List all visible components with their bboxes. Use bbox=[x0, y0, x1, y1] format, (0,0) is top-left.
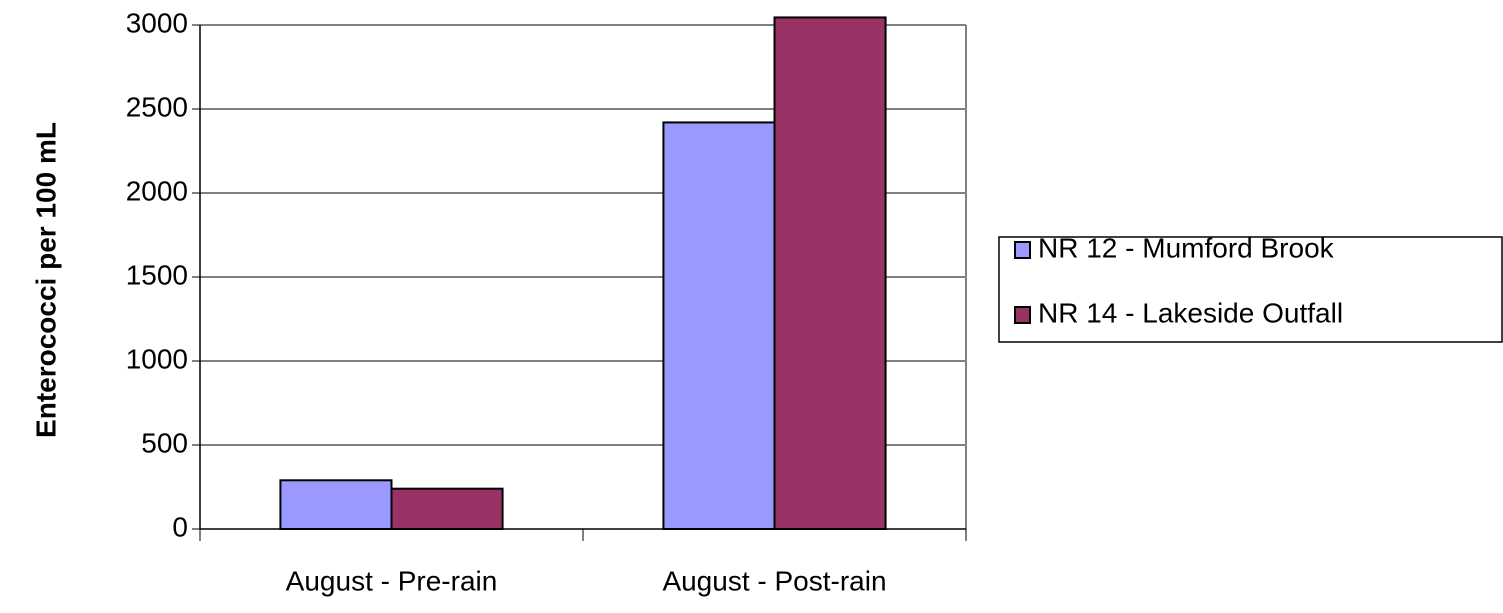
bar bbox=[662, 121, 776, 530]
x-tick-label: August - Pre-rain bbox=[286, 565, 498, 596]
y-tick-label: 500 bbox=[141, 427, 188, 458]
y-tick-label: 2500 bbox=[126, 91, 188, 122]
y-tick-label: 3000 bbox=[126, 7, 188, 38]
bar bbox=[773, 16, 887, 530]
legend-box bbox=[998, 236, 1503, 343]
y-tick-label: 1000 bbox=[126, 343, 188, 374]
y-axis-title: Enterococci per 100 mL bbox=[30, 122, 61, 438]
legend-label: NR 14 - Lakeside Outfall bbox=[1038, 297, 1343, 328]
x-tick-label: August - Post-rain bbox=[662, 565, 886, 596]
bar bbox=[279, 479, 393, 530]
y-tick-label: 0 bbox=[172, 511, 188, 542]
legend-swatch bbox=[1014, 241, 1031, 259]
bar bbox=[390, 487, 504, 530]
legend-label: NR 12 - Mumford Brook bbox=[1038, 232, 1335, 263]
y-tick-label: 1500 bbox=[126, 259, 188, 290]
legend-swatch bbox=[1014, 306, 1031, 324]
y-tick-label: 2000 bbox=[126, 175, 188, 206]
